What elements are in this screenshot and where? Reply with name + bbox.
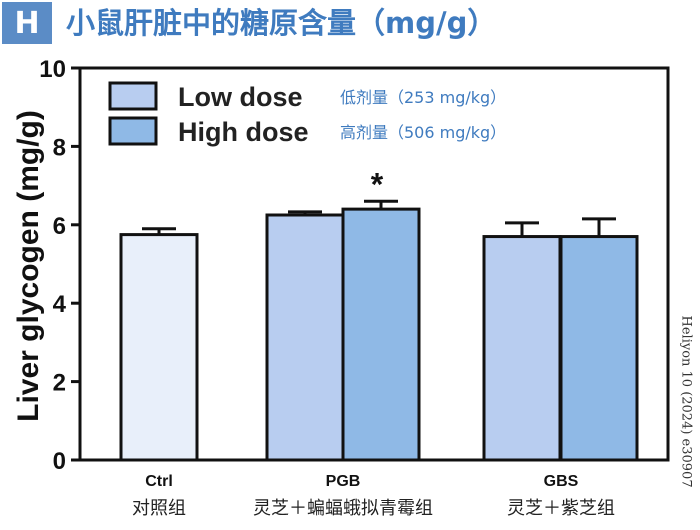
bar: [265, 213, 345, 462]
y-tick-label: 4: [53, 291, 67, 318]
legend-swatch: [108, 116, 158, 146]
x-category-sublabel: 对照组: [132, 498, 186, 519]
x-category-label: GBS: [544, 473, 579, 490]
y-tick-label: 2: [53, 370, 66, 397]
y-axis-label: Liver glycogen (mg/g): [12, 110, 45, 422]
bar: [559, 235, 639, 462]
legend-note: 低剂量（253 mg/kg）: [340, 88, 506, 107]
significance-marker: *: [371, 166, 384, 202]
x-category-label: PGB: [326, 473, 361, 490]
legend-note: 高剂量（506 mg/kg）: [340, 123, 506, 142]
legend-label: High dose: [178, 117, 309, 147]
bar: [119, 233, 199, 462]
x-category-sublabel: 灵芝＋蝙蝠蛾拟青霉组: [253, 498, 433, 519]
bar: [482, 235, 562, 462]
plot-frame: [78, 66, 670, 462]
panel-title: 小鼠肝脏中的糖原含量（mg/g）: [66, 6, 497, 40]
x-category-label: Ctrl: [145, 473, 173, 490]
y-tick-label: 8: [53, 134, 66, 161]
y-tick-label: 0: [53, 448, 66, 475]
journal-credit: Heliyon 10 (2024) e30907: [678, 315, 694, 488]
x-category-sublabel: 灵芝＋紫芝组: [507, 498, 615, 519]
bar: [341, 207, 421, 462]
panel-badge: H: [2, 2, 52, 44]
figure-header: H 小鼠肝脏中的糖原含量（mg/g）: [0, 0, 700, 48]
legend-swatch: [108, 81, 158, 111]
y-tick-label: 6: [53, 213, 66, 240]
legend-label: Low dose: [178, 82, 303, 112]
y-tick-label: 10: [39, 56, 66, 83]
